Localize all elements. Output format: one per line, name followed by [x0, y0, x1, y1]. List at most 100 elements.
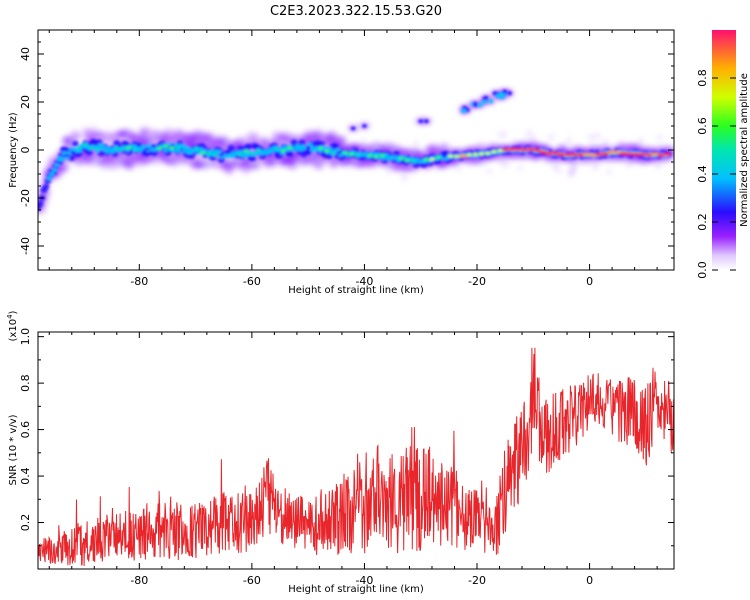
- snr-x-tick-label: -60: [243, 574, 261, 587]
- heatmap-upper-core: [488, 99, 494, 104]
- heatmap-core: [38, 89, 672, 211]
- heatmap-peak-cell: [175, 146, 181, 150]
- heatmap-speck: [469, 161, 474, 166]
- snr-y-tick-label: 0.4: [19, 467, 32, 485]
- heatmap-peak-cell: [262, 149, 268, 153]
- heatmap-speck: [153, 160, 159, 165]
- spectrogram-y-tick-label: -20: [19, 189, 32, 207]
- heatmap-band-cell: [237, 145, 245, 152]
- spectrogram-x-tick-label: -40: [355, 275, 373, 288]
- snr-y-tick-label: 1.0: [19, 328, 32, 346]
- heatmap-peak-cell: [601, 152, 610, 156]
- heatmap-speck: [103, 133, 109, 139]
- heatmap-peak-cell: [373, 155, 379, 159]
- heatmap-peak-cell: [626, 152, 635, 156]
- heatmap-peak-cell: [595, 152, 604, 157]
- heatmap-band-cell: [67, 154, 75, 161]
- snr-panel: -80 -60 -40 -20 0 0.2 0.4 0.6 0.8 1.0 Height of s…: [6, 310, 675, 595]
- heatmap-upper-core: [461, 108, 466, 113]
- heatmap-speck: [410, 147, 417, 154]
- heatmap-peak-cell: [508, 147, 517, 151]
- heatmap-core-cell: [380, 155, 387, 160]
- heatmap-peak-cell: [466, 153, 472, 157]
- heatmap-speck: [394, 144, 399, 149]
- heatmap-speck: [65, 160, 71, 166]
- snr-y-tick-label: 0.6: [19, 421, 32, 439]
- heatmap-peak-cell: [638, 152, 647, 156]
- heatmap-speck: [623, 157, 629, 163]
- heatmap-peak-cell: [564, 153, 573, 157]
- heatmap-speck: [91, 125, 97, 131]
- heatmap-peak-cell: [231, 151, 237, 155]
- colorbar: 0.0 0.2 0.4 0.6 0.8 Normalized spectral ampl…: [696, 30, 750, 279]
- heatmap-peak-cell: [157, 146, 163, 150]
- heatmap-speck: [529, 134, 535, 139]
- heatmap-speck: [100, 156, 104, 160]
- heatmap-peak-cell: [163, 144, 169, 148]
- heatmap-peak-cell: [256, 148, 262, 152]
- heatmap-peak-cell: [311, 146, 317, 150]
- heatmap-speck: [503, 132, 508, 137]
- snr-frame: [37, 331, 675, 570]
- heatmap-core-cell: [294, 144, 301, 149]
- snr-x-tick-label: -80: [130, 574, 148, 587]
- snr-y-multiplier: (x104): [6, 310, 19, 341]
- heatmap-peak-cell: [607, 150, 616, 154]
- heatmap-blob-core: [418, 119, 424, 123]
- heatmap-speck: [347, 165, 352, 170]
- heatmap-peak-cell: [458, 154, 467, 158]
- heatmap-peak-cell: [576, 153, 585, 157]
- colorbar-gradient: [712, 30, 736, 270]
- heatmap-peak-cell: [392, 155, 398, 159]
- heatmap-peak-cell: [514, 147, 523, 152]
- snr-y-tick-label: 0.8: [19, 374, 32, 392]
- colorbar-tick-label: 0.8: [696, 69, 709, 87]
- heatmap-peak-cell: [119, 147, 125, 151]
- heatmap-speck: [592, 163, 599, 170]
- heatmap-band-cell: [97, 150, 105, 157]
- heatmap-speck: [626, 161, 632, 167]
- heatmap-peak-cell: [200, 151, 206, 155]
- heatmap-peak-cell: [404, 158, 410, 162]
- heatmap-peak-cell: [126, 145, 132, 150]
- heatmap-peak-cell: [367, 154, 373, 158]
- heatmap-band-cell: [38, 200, 44, 207]
- heatmap-speck: [321, 132, 325, 136]
- heatmap-speck: [655, 163, 662, 169]
- heatmap-speck: [75, 163, 80, 168]
- heatmap-speck: [177, 127, 182, 132]
- heatmap-core-cell: [327, 147, 333, 152]
- heatmap-peak-cell: [280, 149, 286, 153]
- heatmap-peak-cell: [379, 153, 385, 157]
- heatmap-peak-cell: [274, 147, 280, 151]
- heatmap-speck: [327, 160, 331, 164]
- heatmap-speck: [204, 167, 208, 171]
- heatmap-speck: [387, 144, 392, 149]
- heatmap-peak-cell: [287, 146, 293, 150]
- heatmap-speck: [456, 166, 461, 171]
- spectrogram-heatmap: [38, 88, 674, 215]
- heatmap-speck: [548, 135, 554, 141]
- heatmap-speck: [278, 138, 283, 142]
- heatmap-band-cell: [227, 145, 235, 152]
- heatmap-halo-cell: [60, 163, 70, 172]
- heatmap-peak-cell: [348, 152, 354, 156]
- heatmap-peak-cell: [169, 146, 175, 150]
- heatmap-halo-cell: [224, 165, 235, 175]
- heatmap-band-cell: [188, 153, 196, 160]
- heatmap-peak-cell: [194, 147, 200, 151]
- heatmap-band-cell: [245, 143, 253, 150]
- heatmap-speck: [607, 169, 612, 175]
- heatmap-speck: [41, 205, 47, 211]
- heatmap-peak-cell: [423, 157, 429, 162]
- heatmap-peak-cell: [582, 152, 591, 156]
- heatmap-speck: [498, 132, 504, 138]
- colorbar-label: Normalized spectral amplitude: [739, 73, 750, 227]
- heatmap-speck: [316, 157, 320, 162]
- heatmap-peak-cell: [95, 147, 101, 151]
- heatmap-peak-cell: [435, 155, 441, 160]
- heatmap-speck: [243, 169, 249, 175]
- heatmap-halo-cell: [334, 135, 347, 144]
- heatmap-peak-cell: [410, 158, 416, 163]
- heatmap-upper-core: [492, 91, 498, 96]
